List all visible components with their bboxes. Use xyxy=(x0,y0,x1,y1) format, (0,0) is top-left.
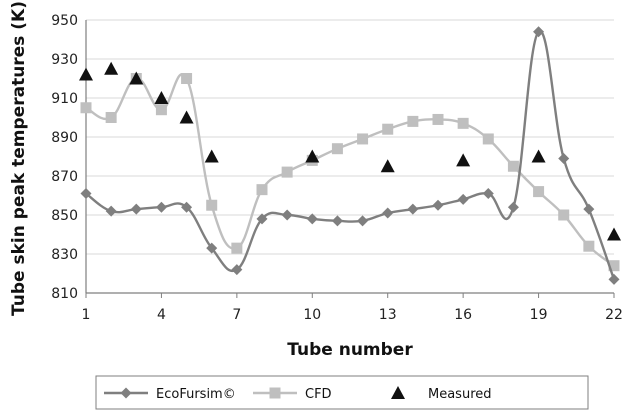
data-point xyxy=(457,117,469,129)
legend-label: CFD xyxy=(305,387,332,402)
series-0 xyxy=(80,26,620,285)
data-point xyxy=(154,91,169,104)
series-2 xyxy=(79,61,621,241)
x-tick-label: 16 xyxy=(454,307,472,323)
x-tick-label: 4 xyxy=(157,307,166,323)
legend-marker xyxy=(269,387,281,399)
x-tick-label: 22 xyxy=(605,307,622,323)
x-tick-label: 7 xyxy=(232,307,241,323)
legend-marker xyxy=(120,387,132,399)
data-point xyxy=(482,188,494,200)
data-point xyxy=(305,149,320,163)
legend-item: CFD xyxy=(253,387,332,402)
data-point xyxy=(129,71,144,85)
legend-marker xyxy=(391,386,405,399)
data-point xyxy=(457,193,469,205)
data-point xyxy=(331,143,343,155)
data-point xyxy=(281,166,293,178)
legend-label: Measured xyxy=(428,387,492,402)
data-point xyxy=(206,199,218,211)
data-point xyxy=(608,260,620,272)
data-point xyxy=(130,203,142,215)
data-point xyxy=(380,159,395,173)
data-point xyxy=(231,264,243,276)
data-point xyxy=(583,203,595,215)
x-tick-label: 19 xyxy=(530,307,548,323)
data-point xyxy=(382,123,394,135)
data-point xyxy=(456,153,471,167)
y-tick-label: 930 xyxy=(51,52,78,68)
y-tick-label: 910 xyxy=(51,91,78,107)
data-point xyxy=(105,112,117,123)
data-point xyxy=(507,201,519,213)
y-tick-label: 870 xyxy=(51,169,78,185)
data-point xyxy=(357,215,369,227)
data-point xyxy=(179,110,194,124)
data-point xyxy=(533,26,545,38)
data-point xyxy=(306,213,318,225)
legend-box xyxy=(95,375,589,410)
data-point xyxy=(80,102,92,114)
data-point xyxy=(507,160,519,172)
y-tick-label: 950 xyxy=(51,13,78,29)
series-layer xyxy=(79,26,621,285)
data-point xyxy=(104,61,119,75)
data-point xyxy=(105,205,117,217)
data-point xyxy=(181,201,193,213)
data-point xyxy=(79,67,93,81)
data-point xyxy=(432,199,444,211)
data-point xyxy=(407,203,419,215)
legend-item: Measured xyxy=(391,386,492,402)
x-tick-labels: 1 4 7 10 13 16 19 22 xyxy=(82,293,622,323)
x-tick-label: 13 xyxy=(379,307,397,323)
series-line xyxy=(85,30,616,280)
data-point xyxy=(181,73,193,84)
data-point xyxy=(482,133,494,145)
series-1 xyxy=(80,73,620,272)
data-point xyxy=(608,273,620,285)
data-point xyxy=(558,209,570,221)
data-point xyxy=(558,152,570,164)
y-tick-label: 830 xyxy=(51,247,78,263)
y-tick-label: 810 xyxy=(51,286,78,302)
data-point xyxy=(607,227,621,241)
x-tick-label: 1 xyxy=(82,307,91,323)
x-tick-label: 10 xyxy=(303,307,321,323)
y-tick-label: 850 xyxy=(51,208,78,224)
data-point xyxy=(331,215,343,227)
legend-item: EcoFursim© xyxy=(104,387,236,402)
y-axis-title: Tube skin peak temperatures (K) xyxy=(9,1,29,316)
data-point xyxy=(583,240,595,252)
data-point xyxy=(531,149,546,163)
data-point xyxy=(231,242,243,254)
data-point xyxy=(206,242,218,254)
x-axis-title: Tube number xyxy=(287,340,413,360)
data-point xyxy=(432,113,444,125)
y-tick-labels: 810 830 850 870 890 910 930 950 xyxy=(51,13,78,302)
data-point xyxy=(256,213,268,225)
data-point xyxy=(155,201,167,213)
data-point xyxy=(382,207,394,219)
data-point xyxy=(256,184,268,196)
grid-lines xyxy=(86,19,614,255)
data-point xyxy=(155,104,167,116)
y-tick-label: 890 xyxy=(51,130,78,146)
data-point xyxy=(533,186,545,198)
axes xyxy=(85,20,614,294)
data-point xyxy=(407,115,419,127)
legend: EcoFursim© CFD Measured xyxy=(95,375,589,410)
legend-label: EcoFursim© xyxy=(156,387,236,402)
data-point xyxy=(357,133,369,145)
data-point xyxy=(281,209,293,221)
data-point xyxy=(80,188,92,200)
data-point xyxy=(204,149,219,163)
